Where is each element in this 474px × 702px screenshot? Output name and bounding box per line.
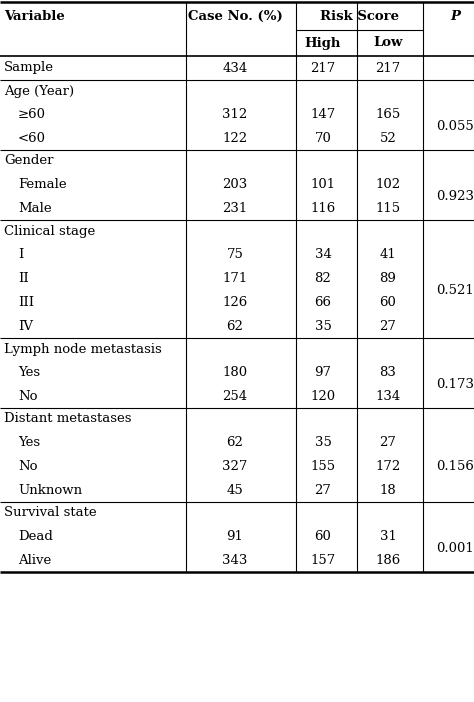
Text: 83: 83	[380, 366, 396, 378]
Text: 126: 126	[222, 296, 247, 308]
Text: II: II	[18, 272, 29, 284]
Text: 66: 66	[315, 296, 331, 308]
Text: 60: 60	[380, 296, 396, 308]
Text: 101: 101	[310, 178, 336, 190]
Text: 203: 203	[222, 178, 247, 190]
Text: 343: 343	[222, 553, 248, 567]
Text: 165: 165	[375, 107, 401, 121]
Text: 327: 327	[222, 460, 248, 472]
Text: Lymph node metastasis: Lymph node metastasis	[4, 343, 162, 355]
Text: Case No. (%): Case No. (%)	[188, 10, 283, 22]
Text: 172: 172	[375, 460, 401, 472]
Text: 62: 62	[227, 435, 244, 449]
Text: 35: 35	[315, 319, 331, 333]
Text: 0.521: 0.521	[436, 284, 474, 296]
Text: 52: 52	[380, 131, 396, 145]
Text: Clinical stage: Clinical stage	[4, 225, 95, 237]
Text: 0.156: 0.156	[436, 460, 474, 472]
Text: 116: 116	[310, 201, 336, 215]
Text: 122: 122	[222, 131, 247, 145]
Text: 0.173: 0.173	[436, 378, 474, 390]
Text: 217: 217	[310, 62, 336, 74]
Text: Unknown: Unknown	[18, 484, 82, 496]
Text: 434: 434	[222, 62, 247, 74]
Text: Variable: Variable	[4, 10, 65, 22]
Text: Gender: Gender	[4, 154, 54, 168]
Text: Risk Score: Risk Score	[320, 10, 399, 22]
Text: High: High	[305, 37, 341, 50]
Text: Male: Male	[18, 201, 52, 215]
Text: 115: 115	[375, 201, 401, 215]
Text: 186: 186	[375, 553, 401, 567]
Text: Age (Year): Age (Year)	[4, 84, 74, 98]
Text: Dead: Dead	[18, 529, 53, 543]
Text: 27: 27	[380, 435, 396, 449]
Text: 312: 312	[222, 107, 247, 121]
Text: <60: <60	[18, 131, 46, 145]
Text: 91: 91	[227, 529, 244, 543]
Text: 171: 171	[222, 272, 247, 284]
Text: 70: 70	[315, 131, 331, 145]
Text: 27: 27	[380, 319, 396, 333]
Text: Distant metastases: Distant metastases	[4, 413, 131, 425]
Text: 34: 34	[315, 248, 331, 260]
Text: No: No	[18, 390, 37, 402]
Text: I: I	[18, 248, 23, 260]
Text: 82: 82	[315, 272, 331, 284]
Text: 75: 75	[227, 248, 244, 260]
Text: No: No	[18, 460, 37, 472]
Text: 41: 41	[380, 248, 396, 260]
Text: 217: 217	[375, 62, 401, 74]
Text: 31: 31	[380, 529, 396, 543]
Text: 62: 62	[227, 319, 244, 333]
Text: 45: 45	[227, 484, 243, 496]
Text: IV: IV	[18, 319, 33, 333]
Text: 18: 18	[380, 484, 396, 496]
Text: 180: 180	[222, 366, 247, 378]
Text: 102: 102	[375, 178, 401, 190]
Text: III: III	[18, 296, 34, 308]
Text: Female: Female	[18, 178, 67, 190]
Text: Alive: Alive	[18, 553, 51, 567]
Text: 60: 60	[315, 529, 331, 543]
Text: 254: 254	[222, 390, 247, 402]
Text: 155: 155	[310, 460, 336, 472]
Text: 97: 97	[315, 366, 331, 378]
Text: 147: 147	[310, 107, 336, 121]
Text: Yes: Yes	[18, 366, 40, 378]
Text: 120: 120	[310, 390, 336, 402]
Text: 0.001: 0.001	[436, 541, 474, 555]
Text: Low: Low	[374, 37, 403, 50]
Text: 0.055: 0.055	[436, 119, 474, 133]
Text: 134: 134	[375, 390, 401, 402]
Text: Sample: Sample	[4, 62, 54, 74]
Text: P: P	[450, 10, 460, 22]
Text: 89: 89	[380, 272, 396, 284]
Text: 35: 35	[315, 435, 331, 449]
Text: Yes: Yes	[18, 435, 40, 449]
Text: 27: 27	[315, 484, 331, 496]
Text: 231: 231	[222, 201, 247, 215]
Text: Survival state: Survival state	[4, 507, 97, 519]
Text: 0.923: 0.923	[436, 190, 474, 202]
Text: 157: 157	[310, 553, 336, 567]
Text: ≥60: ≥60	[18, 107, 46, 121]
